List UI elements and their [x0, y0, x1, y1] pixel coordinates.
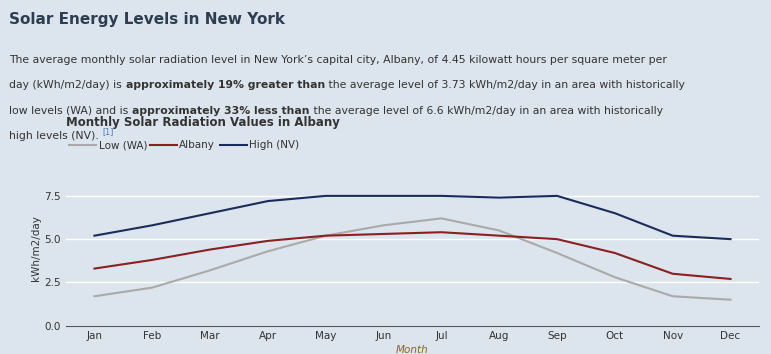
High (NV) [726, 237, 735, 241]
Line: Low (WA): Low (WA) [94, 218, 730, 300]
Low (WA) [552, 251, 561, 255]
High (NV) [610, 211, 619, 215]
Text: high levels (NV).: high levels (NV). [9, 131, 103, 141]
High (NV) [148, 223, 157, 227]
Low (WA) [726, 298, 735, 302]
Low (WA) [148, 285, 157, 290]
Text: [1]: [1] [103, 127, 114, 136]
X-axis label: Month: Month [396, 345, 429, 354]
Albany [436, 230, 446, 234]
Low (WA) [379, 223, 388, 227]
Text: Low (WA): Low (WA) [99, 140, 147, 150]
High (NV) [379, 194, 388, 198]
Low (WA) [89, 294, 99, 298]
High (NV) [552, 194, 561, 198]
Text: the average level of 6.6 kWh/m2/day in an area with historically: the average level of 6.6 kWh/m2/day in a… [309, 106, 662, 116]
High (NV) [495, 195, 504, 200]
Text: the average level of 3.73 kWh/m2/day in an area with historically: the average level of 3.73 kWh/m2/day in … [325, 80, 685, 90]
Text: Solar Energy Levels in New York: Solar Energy Levels in New York [9, 12, 285, 27]
High (NV) [205, 211, 214, 215]
Low (WA) [495, 228, 504, 233]
High (NV) [668, 234, 677, 238]
Text: High (NV): High (NV) [249, 140, 299, 150]
Low (WA) [668, 294, 677, 298]
Albany [321, 234, 330, 238]
Low (WA) [610, 275, 619, 279]
Line: Albany: Albany [94, 232, 730, 279]
Albany [495, 234, 504, 238]
Text: low levels (WA) and is: low levels (WA) and is [9, 106, 132, 116]
Low (WA) [263, 249, 273, 253]
Albany [668, 272, 677, 276]
Text: Albany: Albany [179, 140, 215, 150]
Albany [379, 232, 388, 236]
Albany [89, 267, 99, 271]
High (NV) [89, 234, 99, 238]
Albany [610, 251, 619, 255]
High (NV) [263, 199, 273, 203]
High (NV) [321, 194, 330, 198]
Albany [552, 237, 561, 241]
Text: day (kWh/m2/day) is: day (kWh/m2/day) is [9, 80, 126, 90]
Albany [205, 247, 214, 252]
High (NV) [436, 194, 446, 198]
Albany [148, 258, 157, 262]
Low (WA) [205, 268, 214, 273]
Low (WA) [321, 234, 330, 238]
Text: approximately 19% greater than: approximately 19% greater than [126, 80, 325, 90]
Y-axis label: kWh/m2/day: kWh/m2/day [32, 215, 42, 281]
Line: High (NV): High (NV) [94, 196, 730, 239]
Low (WA) [436, 216, 446, 221]
Albany [726, 277, 735, 281]
Text: The average monthly solar radiation level in New York’s capital city, Albany, of: The average monthly solar radiation leve… [9, 55, 667, 65]
Text: approximately 33% less than: approximately 33% less than [132, 106, 309, 116]
Text: Monthly Solar Radiation Values in Albany: Monthly Solar Radiation Values in Albany [66, 116, 339, 129]
Albany [263, 239, 273, 243]
